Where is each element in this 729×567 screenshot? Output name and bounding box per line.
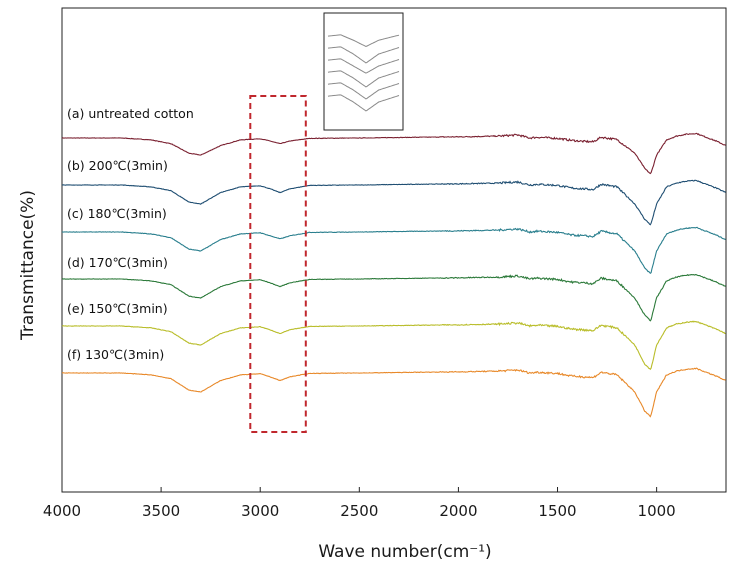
inset-line-3 [327, 58, 400, 74]
series-line-6 [61, 367, 726, 418]
series-line-3 [61, 226, 726, 275]
highlight-box [249, 95, 307, 433]
inset-line-4 [327, 70, 400, 88]
series-label-6: (f) 130℃(3min) [67, 347, 164, 362]
inset-line-2 [327, 46, 400, 64]
x-tick-label-3: 3000 [241, 502, 279, 520]
inset-line-1 [327, 34, 400, 47]
x-tick-label-2: 3500 [142, 502, 180, 520]
x-tick-label-1: 4000 [43, 502, 81, 520]
highlight-box-layer [249, 95, 307, 433]
x-tick-label-7: 1000 [638, 502, 676, 520]
inset-line-5 [327, 82, 400, 100]
y-axis-title: Transmittance(%) [18, 190, 38, 341]
x-axis-title: Wave number(cm⁻¹) [318, 542, 491, 562]
series-label-layer: (a) untreated cotton (b) 200℃(3min) (c) 18… [67, 106, 194, 362]
series-line-4 [61, 273, 726, 322]
series-line-1 [61, 132, 726, 175]
series-line-2 [62, 179, 726, 226]
x-tick-label-6: 1500 [538, 502, 576, 520]
series-layer [61, 132, 726, 418]
x-tick-label-4: 2500 [340, 502, 378, 520]
series-label-2: (b) 200℃(3min) [67, 158, 168, 173]
x-tick-layer: 4000 3500 3000 2500 2000 1500 1000 [43, 487, 676, 520]
inset-layer [323, 12, 404, 131]
x-tick-label-5: 2000 [439, 502, 477, 520]
series-line-5 [61, 320, 726, 371]
inset-line-6 [327, 94, 400, 112]
series-label-1: (a) untreated cotton [67, 106, 194, 121]
plot-frame [61, 7, 727, 493]
series-label-3: (c) 180℃(3min) [67, 206, 167, 221]
series-label-5: (e) 150℃(3min) [67, 301, 168, 316]
series-label-4: (d) 170℃(3min) [67, 255, 168, 270]
